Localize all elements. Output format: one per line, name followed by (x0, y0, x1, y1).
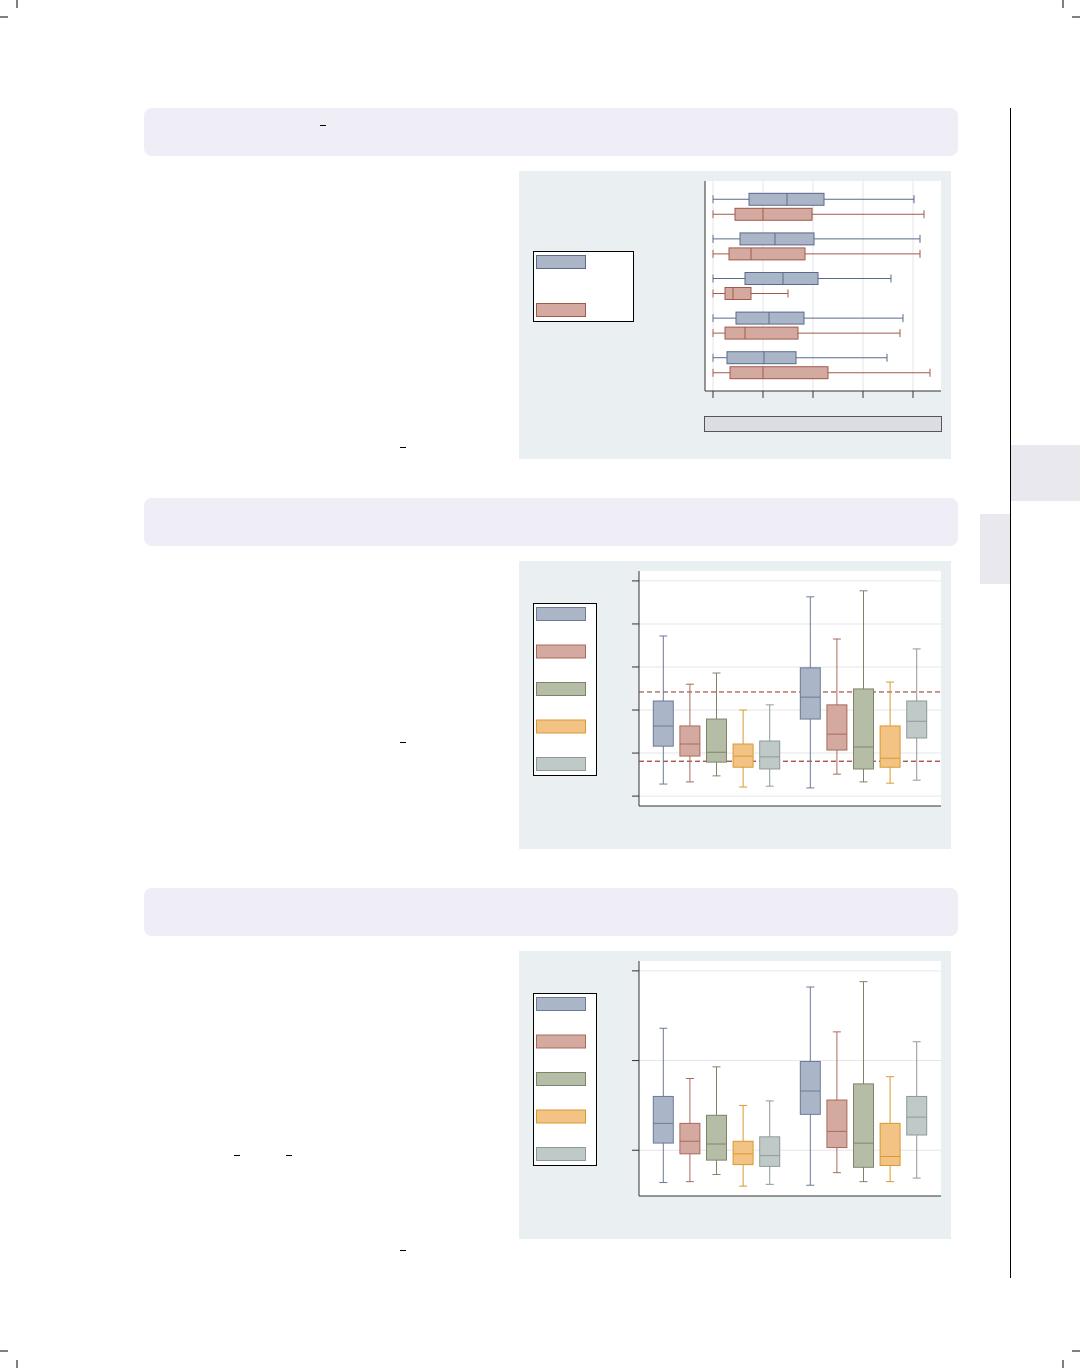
box (724, 287, 752, 300)
legend-swatch (536, 719, 586, 734)
box (679, 1122, 701, 1155)
legend-swatch (536, 1109, 586, 1124)
side-tab (980, 514, 1010, 584)
box (799, 1060, 821, 1115)
box (853, 1083, 874, 1168)
legend-swatch (536, 1072, 586, 1086)
legend-swatch (536, 682, 586, 696)
box (799, 667, 821, 720)
section-header (144, 888, 958, 936)
side-tab (1011, 445, 1080, 501)
section-header (144, 498, 958, 546)
box (759, 740, 781, 770)
box (906, 1095, 928, 1136)
legend-swatch (536, 607, 586, 621)
box (906, 700, 928, 739)
box (853, 688, 874, 770)
legend-swatch (536, 1034, 586, 1049)
text-remnants (234, 125, 406, 1251)
box (652, 700, 674, 747)
box (826, 704, 848, 751)
box (879, 1122, 901, 1167)
box (724, 326, 799, 340)
legend-swatch (536, 644, 586, 659)
section-header (144, 108, 958, 156)
plot-area (639, 571, 941, 806)
box (739, 232, 815, 246)
box (734, 207, 813, 221)
box (729, 366, 829, 380)
box (652, 1095, 674, 1144)
box (879, 725, 901, 768)
box (759, 1136, 781, 1167)
legend-swatch (536, 1147, 586, 1161)
box (728, 247, 806, 261)
box (735, 311, 805, 325)
box (826, 1099, 848, 1149)
box (706, 718, 727, 763)
legend-swatch (536, 757, 586, 771)
note-box (704, 416, 942, 432)
box (744, 272, 819, 285)
box (706, 1114, 727, 1161)
legend-swatch (536, 997, 586, 1011)
legend-swatch (536, 255, 586, 269)
legend-swatch (536, 303, 586, 317)
box (679, 725, 701, 757)
box (732, 1140, 754, 1166)
box (726, 351, 797, 365)
